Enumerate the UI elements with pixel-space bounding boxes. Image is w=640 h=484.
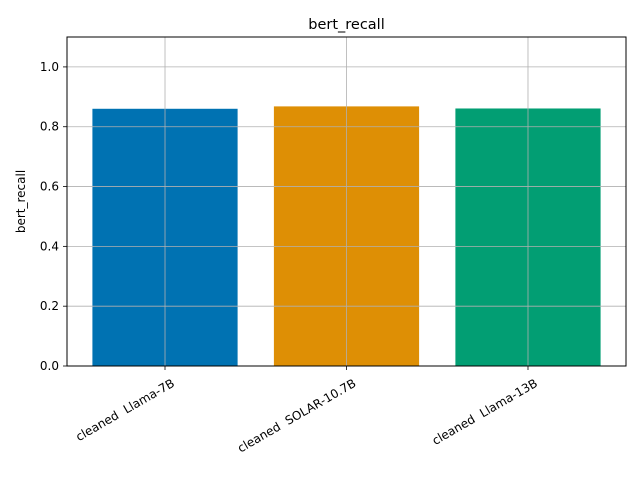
y-tick-label: 1.0	[40, 60, 59, 74]
y-tick-label: 0.0	[40, 359, 59, 373]
y-tick-label: 0.2	[40, 299, 59, 313]
chart-title: bert_recall	[308, 17, 385, 33]
y-tick-label: 0.6	[40, 180, 59, 194]
y-tick-label: 0.8	[40, 120, 59, 134]
y-axis-label: bert_recall	[14, 170, 28, 233]
y-tick-label: 0.4	[40, 239, 59, 253]
